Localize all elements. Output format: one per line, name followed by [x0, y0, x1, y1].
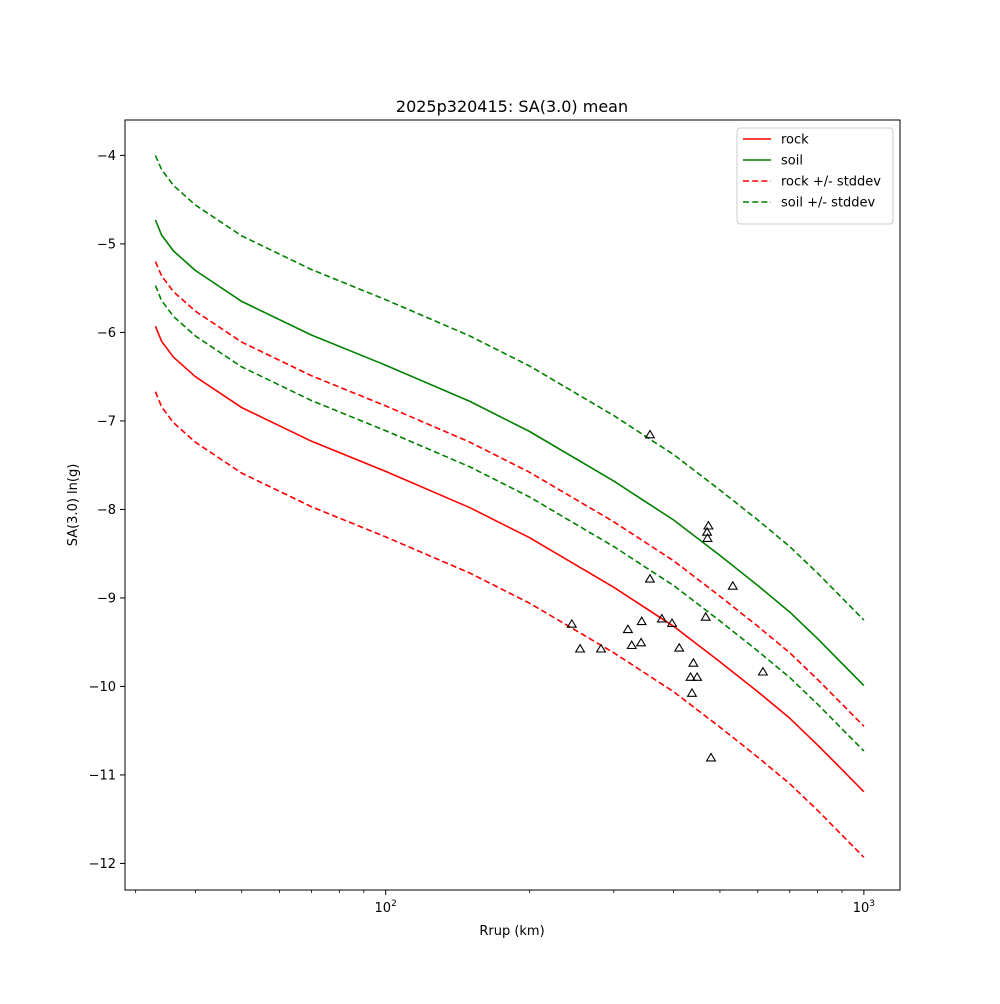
observation-marker-21: [757, 666, 769, 676]
series-line-1: [154, 219, 865, 687]
x-axis-ticks: 102 103: [135, 890, 875, 916]
y-tick-label-1: −5: [97, 237, 116, 252]
x-tick-label-0: 102: [375, 899, 397, 916]
observation-marker-15: [626, 640, 638, 650]
observation-marker-0: [644, 429, 656, 439]
observation-marker-13: [595, 643, 607, 653]
observation-marker-4: [727, 580, 739, 590]
observation-marker-16: [673, 642, 685, 652]
observation-marker-12: [574, 643, 586, 653]
y-tick-label-2: −6: [97, 326, 116, 341]
observation-marker-14: [635, 637, 647, 647]
observation-marker-1: [703, 520, 714, 530]
y-tick-label-4: −8: [97, 503, 116, 518]
y-tick-label-5: −9: [97, 591, 116, 606]
y-tick-label-0: −4: [97, 149, 116, 164]
observation-marker-8: [656, 613, 668, 623]
y-tick-label-6: −10: [89, 680, 116, 695]
series-line-2: [154, 261, 865, 727]
observation-marker-11: [622, 624, 634, 634]
series-line-4: [154, 155, 865, 621]
series-layer: [154, 155, 865, 858]
series-line-3: [154, 391, 865, 858]
y-tick-label-8: −12: [89, 857, 116, 872]
observation-marker-7: [566, 618, 578, 628]
y-axis-label: SA(3.0) ln(g): [66, 464, 81, 547]
x-tick-label-1: 103: [853, 899, 875, 916]
legend-label-0: rock: [781, 133, 809, 148]
legend-box: [736, 127, 894, 225]
observation-marker-18: [685, 671, 696, 681]
observation-marker-3: [702, 532, 713, 542]
legend: rock soil rock +/- stddev soil +/- stddev: [736, 127, 894, 225]
observation-marker-17: [688, 657, 699, 667]
series-line-5: [154, 285, 865, 752]
legend-label-3: soil +/- stddev: [781, 196, 876, 211]
y-tick-label-3: −7: [97, 414, 116, 429]
observation-marker-20: [686, 687, 698, 697]
observation-marker-22: [705, 752, 717, 762]
legend-label-1: soil: [781, 154, 803, 169]
observation-marker-9: [666, 617, 678, 627]
series-line-0: [154, 325, 865, 793]
observation-marker-6: [700, 611, 712, 621]
observation-markers: [566, 429, 769, 762]
x-axis-label: Rrup (km): [479, 924, 544, 939]
observation-marker-10: [636, 616, 647, 626]
y-axis-ticks: −4 −5 −6 −7 −8 −9 −10 −11 −12: [89, 149, 125, 872]
legend-label-2: rock +/- stddev: [781, 175, 881, 190]
chart-title: 2025p320415: SA(3.0) mean: [396, 97, 628, 116]
observation-marker-5: [644, 573, 656, 583]
y-tick-label-7: −11: [89, 768, 116, 783]
plot-frame: [124, 119, 901, 891]
observation-marker-19: [691, 671, 703, 681]
